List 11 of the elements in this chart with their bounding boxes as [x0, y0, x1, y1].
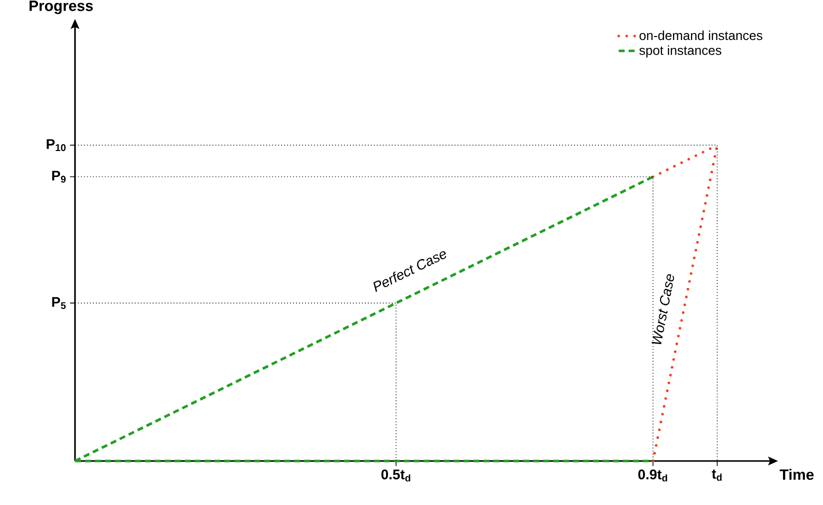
y-tick-label: P$_{10}$: [46, 139, 66, 152]
y-tick-label: P$_{9}$: [52, 170, 66, 183]
x-axis-title: Time: [780, 468, 814, 480]
legend-label: spot instances: [639, 45, 722, 58]
y-axis-title: Progress: [30, 0, 93, 14]
annotation: Worst Case: [652, 274, 674, 344]
x-tick-label: t$_{d}$: [712, 469, 722, 481]
legend-label: on-demand instances: [640, 30, 762, 40]
x-tick-label: 0.9t$_{d}$: [638, 469, 668, 482]
y-tick-label: P$_{5}$: [52, 297, 66, 310]
x-tick-label: 0.5t$_{d}$: [381, 469, 410, 482]
